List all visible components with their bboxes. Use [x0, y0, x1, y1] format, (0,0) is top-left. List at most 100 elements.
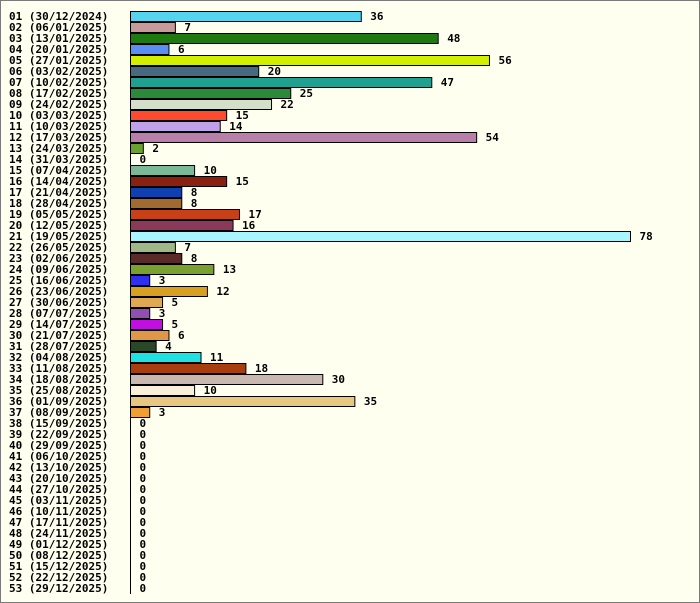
value-label-5: 56	[498, 54, 512, 67]
value-label-27: 5	[172, 296, 179, 309]
value-label-8: 25	[300, 87, 313, 100]
category-label-30: 30 (21/07/2025)	[9, 329, 108, 342]
value-label-10: 15	[236, 109, 249, 122]
bar-7	[130, 77, 433, 88]
value-label-18: 8	[191, 197, 198, 210]
category-labels-group: 01 (30/12/2024)02 (06/01/2025)03 (13/01/…	[9, 10, 108, 595]
category-label-26: 26 (23/06/2025)	[9, 285, 108, 298]
category-label-15: 15 (07/04/2025)	[9, 164, 108, 177]
bar-1	[130, 11, 362, 22]
bar-16	[130, 176, 228, 187]
category-label-22: 22 (26/05/2025)	[9, 241, 108, 254]
value-label-35: 10	[204, 384, 217, 397]
value-label-22: 7	[184, 241, 191, 254]
value-label-52: 0	[140, 571, 147, 584]
category-label-12: 12 (17/03/2025)	[9, 131, 108, 144]
value-label-41: 0	[140, 450, 147, 463]
value-label-2: 7	[184, 21, 191, 34]
category-label-16: 16 (14/04/2025)	[9, 175, 108, 188]
value-label-9: 22	[281, 98, 294, 111]
value-label-39: 0	[140, 428, 147, 441]
value-label-4: 6	[178, 43, 185, 56]
value-label-47: 0	[140, 516, 147, 529]
bar-2	[130, 22, 176, 33]
value-label-36: 35	[364, 395, 377, 408]
category-label-47: 47 (17/11/2025)	[9, 516, 108, 529]
category-label-1: 01 (30/12/2024)	[9, 10, 108, 23]
value-labels-group: 3674865620472522151454201015881716787813…	[140, 10, 653, 595]
value-label-38: 0	[140, 417, 147, 430]
bar-36	[130, 396, 356, 407]
value-label-44: 0	[140, 483, 147, 496]
category-label-33: 33 (11/08/2025)	[9, 362, 108, 375]
category-label-44: 44 (27/10/2025)	[9, 483, 108, 496]
category-label-25: 25 (16/06/2025)	[9, 274, 108, 287]
category-label-49: 49 (01/12/2025)	[9, 538, 108, 551]
value-label-28: 3	[159, 307, 166, 320]
category-label-48: 48 (24/11/2025)	[9, 527, 108, 540]
value-label-33: 18	[255, 362, 268, 375]
value-label-7: 47	[441, 76, 454, 89]
bar-30	[130, 330, 170, 341]
value-label-51: 0	[140, 560, 147, 573]
category-label-19: 19 (05/05/2025)	[9, 208, 108, 221]
category-label-24: 24 (09/06/2025)	[9, 263, 108, 276]
bar-18	[130, 198, 183, 209]
value-label-6: 20	[268, 65, 281, 78]
category-label-35: 35 (25/08/2025)	[9, 384, 108, 397]
category-label-40: 40 (29/09/2025)	[9, 439, 108, 452]
value-label-43: 0	[140, 472, 147, 485]
category-label-20: 20 (12/05/2025)	[9, 219, 108, 232]
value-label-42: 0	[140, 461, 147, 474]
bar-33	[130, 363, 247, 374]
value-label-15: 10	[204, 164, 217, 177]
category-label-52: 52 (22/12/2025)	[9, 571, 108, 584]
bar-34	[130, 374, 324, 385]
category-label-7: 07 (10/02/2025)	[9, 76, 108, 89]
value-label-46: 0	[140, 505, 147, 518]
value-label-30: 6	[178, 329, 185, 342]
value-label-19: 17	[248, 208, 261, 221]
category-label-8: 08 (17/02/2025)	[9, 87, 108, 100]
bar-4	[130, 44, 170, 55]
bar-32	[130, 352, 202, 363]
value-label-34: 30	[332, 373, 345, 386]
category-label-5: 05 (27/01/2025)	[9, 54, 108, 67]
bar-31	[130, 341, 157, 352]
category-label-36: 36 (01/09/2025)	[9, 395, 108, 408]
bar-3	[130, 33, 439, 44]
value-label-3: 48	[447, 32, 460, 45]
category-label-53: 53 (29/12/2025)	[9, 582, 108, 595]
category-label-3: 03 (13/01/2025)	[9, 32, 108, 45]
value-label-29: 5	[172, 318, 179, 331]
value-label-32: 11	[210, 351, 224, 364]
bar-8	[130, 88, 292, 99]
bar-12	[130, 132, 478, 143]
category-label-38: 38 (15/09/2025)	[9, 417, 108, 430]
category-label-11: 11 (10/03/2025)	[9, 120, 108, 133]
value-label-20: 16	[242, 219, 256, 232]
category-label-23: 23 (02/06/2025)	[9, 252, 108, 265]
category-label-4: 04 (20/01/2025)	[9, 43, 108, 56]
bar-28	[130, 308, 151, 319]
category-label-42: 42 (13/10/2025)	[9, 461, 108, 474]
value-label-17: 8	[191, 186, 198, 199]
category-label-28: 28 (07/07/2025)	[9, 307, 108, 320]
value-label-1: 36	[370, 10, 384, 23]
value-label-24: 13	[223, 263, 236, 276]
bar-19	[130, 209, 240, 220]
bar-27	[130, 297, 164, 308]
category-label-34: 34 (18/08/2025)	[9, 373, 108, 386]
value-label-14: 0	[140, 153, 147, 166]
category-label-39: 39 (22/09/2025)	[9, 428, 108, 441]
category-label-17: 17 (21/04/2025)	[9, 186, 108, 199]
bar-29	[130, 319, 164, 330]
category-label-41: 41 (06/10/2025)	[9, 450, 108, 463]
value-label-37: 3	[159, 406, 166, 419]
bar-5	[130, 55, 490, 66]
category-label-2: 02 (06/01/2025)	[9, 21, 108, 34]
value-label-13: 2	[152, 142, 159, 155]
category-label-50: 50 (08/12/2025)	[9, 549, 108, 562]
